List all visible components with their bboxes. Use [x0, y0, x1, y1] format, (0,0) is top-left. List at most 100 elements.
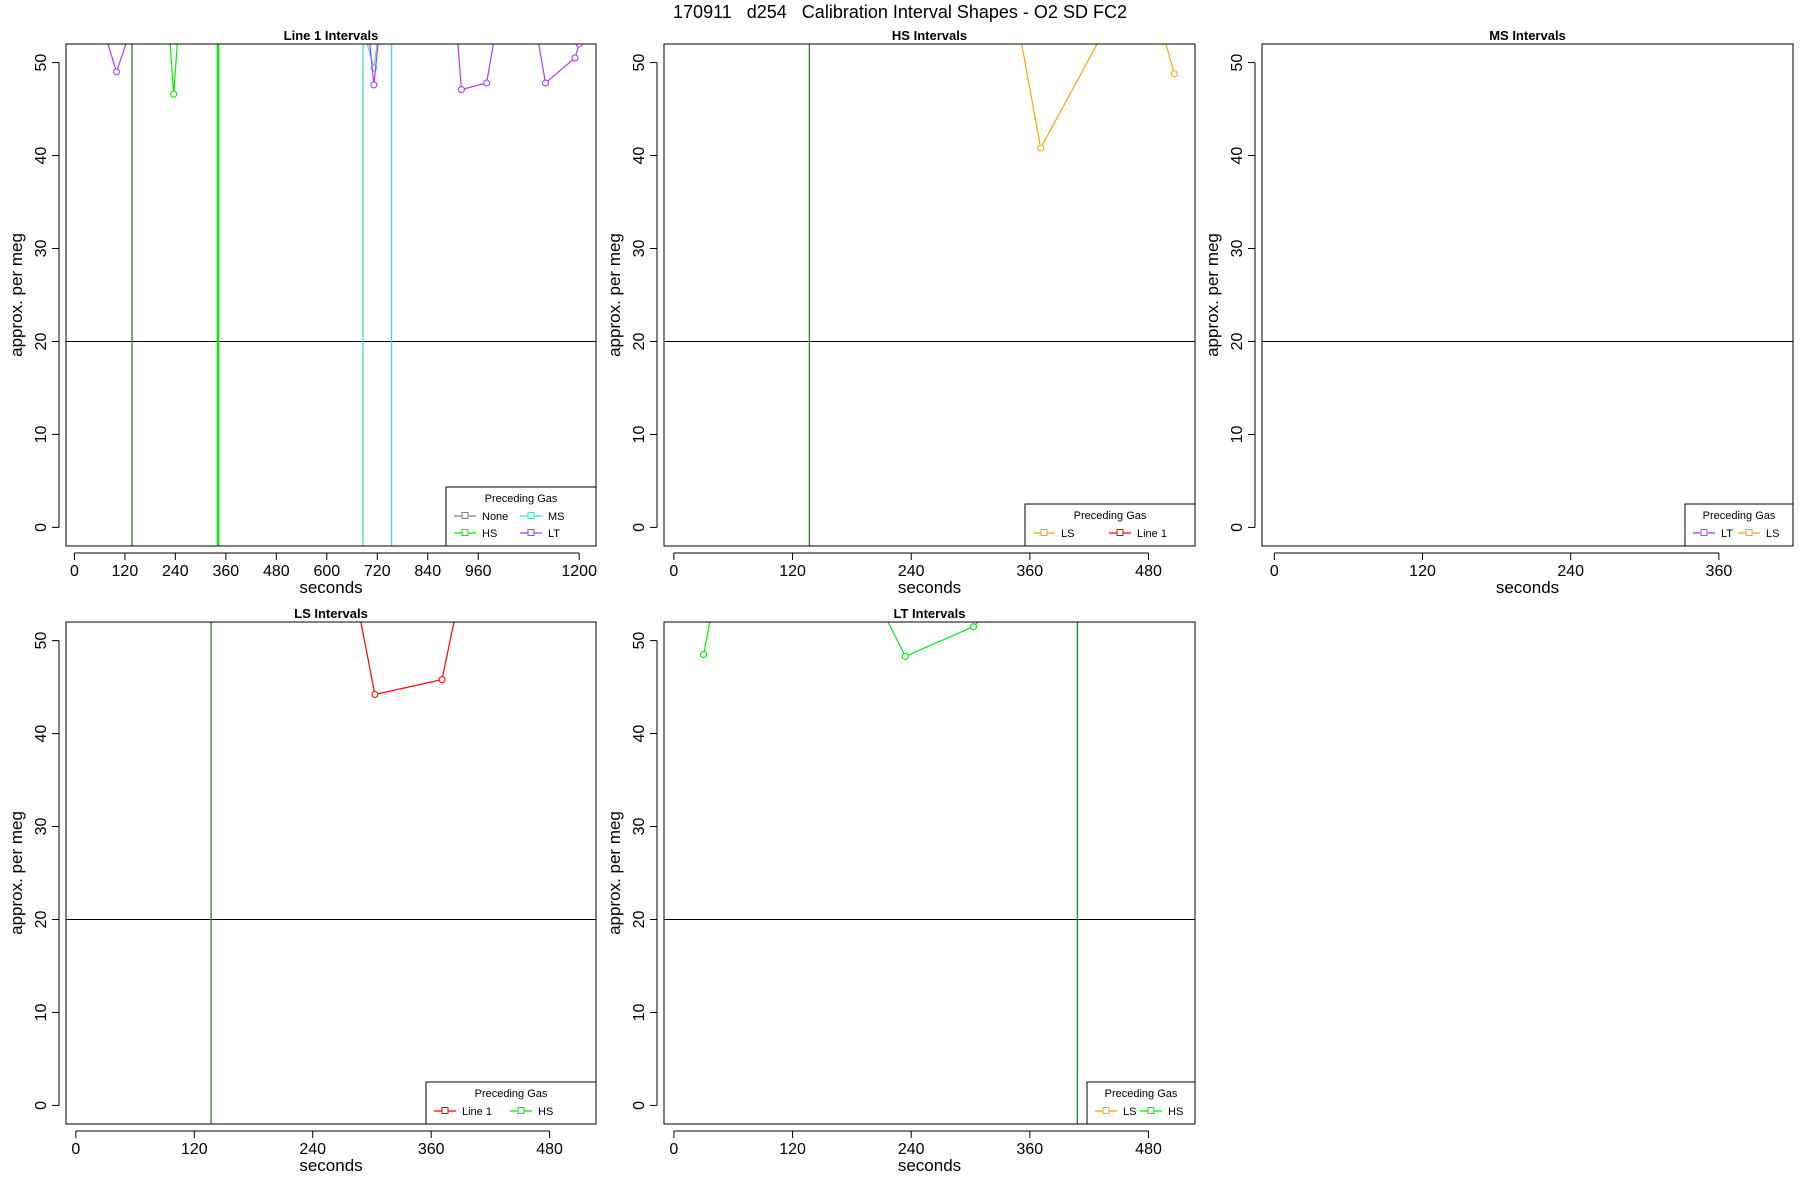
legend-box	[1086, 1081, 1196, 1125]
legend-marker	[461, 512, 469, 519]
data-point	[700, 650, 708, 659]
series-line-hs	[887, 622, 979, 658]
panel-3: MS Intervals 0 120 240 360 seconds 0 10 20 30 40 50…	[1203, 28, 1794, 597]
data-point	[969, 623, 978, 631]
y-tick-label: 30	[631, 818, 648, 836]
x-tick-label: 840	[414, 563, 441, 580]
x-axis-label: seconds	[299, 578, 362, 597]
data-point	[1037, 144, 1045, 152]
data-point	[170, 90, 178, 98]
x-tick-label: 360	[418, 1141, 445, 1158]
legend: Preceding Gas None MS HS LT	[445, 486, 597, 547]
y-axis-label: approx. per meg	[7, 233, 26, 357]
x-tick-label: 480	[536, 1141, 563, 1158]
legend-entry-label: LS	[1061, 528, 1074, 540]
x-tick-label: 0	[70, 563, 79, 580]
y-tick-label: 20	[1229, 332, 1246, 350]
legend-entry-label: HS	[1168, 1106, 1183, 1118]
legend-entry-label: Line 1	[1137, 528, 1167, 540]
y-tick-label: 40	[33, 147, 50, 165]
series-line-line-1	[360, 622, 455, 696]
plot-frame	[65, 621, 597, 1125]
legend-entry-label: LT	[548, 528, 560, 540]
series-line-lt	[457, 44, 494, 91]
y-tick-label: 20	[33, 332, 50, 350]
x-tick-label: 0	[71, 1141, 80, 1158]
x-tick-label: 120	[112, 563, 139, 580]
series-line-lt	[538, 44, 580, 85]
x-tick-label: 480	[1135, 1141, 1162, 1158]
legend-box	[1024, 503, 1196, 547]
legend-marker	[1040, 529, 1048, 536]
y-tick-label: 10	[631, 1003, 648, 1021]
y-tick-label: 0	[631, 1101, 648, 1110]
series-line-hs	[703, 622, 711, 655]
x-axis-label: seconds	[898, 578, 961, 597]
y-tick-label: 10	[33, 425, 50, 443]
legend: Preceding Gas Line 1 HS	[425, 1081, 597, 1125]
plot-area	[66, 622, 596, 1124]
y-axis: 0 10 20 30 40 50	[1229, 54, 1256, 532]
y-axis-label: approx. per meg	[605, 811, 624, 935]
x-tick-label: 0	[669, 563, 678, 580]
y-tick-label: 30	[1229, 240, 1246, 258]
legend-entry-label: None	[482, 511, 508, 523]
y-tick-label: 10	[33, 1003, 50, 1021]
data-point	[901, 652, 909, 660]
x-tick-label: 120	[779, 563, 806, 580]
x-tick-label: 360	[212, 563, 239, 580]
plot-frame	[663, 621, 1196, 1125]
data-point	[571, 54, 579, 62]
y-tick-label: 40	[1229, 147, 1246, 165]
data-point	[483, 79, 491, 87]
legend-box	[425, 1081, 597, 1125]
data-point	[575, 44, 583, 48]
legend-entry-label: Line 1	[462, 1106, 492, 1118]
plot-frame	[65, 43, 597, 547]
panel-5: LT Intervals 0 120 240 360 480 seconds 0 10 20 30 4…	[605, 606, 1196, 1175]
data-point	[541, 79, 550, 87]
legend: Preceding Gas LT LS	[1684, 503, 1794, 547]
legend-title: Preceding Gas	[1105, 1088, 1178, 1100]
legend-marker	[527, 529, 535, 536]
legend-marker	[1700, 529, 1708, 536]
y-tick-label: 30	[33, 240, 50, 258]
legend-marker	[1102, 1107, 1110, 1114]
x-axis: 0 120 240 360 480	[669, 1130, 1162, 1158]
y-axis: 0 10 20 30 40 50	[631, 54, 658, 532]
y-tick-label: 50	[1229, 54, 1246, 72]
x-tick-label: 120	[1409, 563, 1436, 580]
y-axis-label: approx. per meg	[1203, 233, 1222, 357]
plot-area	[664, 44, 1195, 546]
x-tick-label: 240	[898, 1141, 925, 1158]
figure-title: 170911 d254 Calibration Interval Shapes …	[673, 2, 1127, 22]
y-tick-label: 30	[631, 240, 648, 258]
x-tick-label: 120	[181, 1141, 208, 1158]
series-line-ls	[1165, 44, 1175, 74]
y-axis: 0 10 20 30 40 50	[33, 54, 60, 532]
x-tick-label: 360	[1017, 1141, 1044, 1158]
legend-entry-label: MS	[548, 511, 565, 523]
legend-marker	[1147, 1107, 1155, 1114]
legend-entry-label: LS	[1123, 1106, 1136, 1118]
y-tick-label: 0	[631, 523, 648, 532]
y-tick-label: 0	[1229, 523, 1246, 532]
data-point	[438, 676, 446, 684]
x-axis-label: seconds	[299, 1156, 362, 1175]
x-tick-label: 720	[364, 563, 391, 580]
y-tick-label: 30	[33, 818, 50, 836]
data-point	[112, 68, 121, 76]
y-tick-label: 50	[631, 54, 648, 72]
x-axis: 0 120 240 360	[1270, 552, 1732, 580]
y-tick-label: 20	[631, 910, 648, 928]
y-tick-label: 10	[1229, 425, 1246, 443]
legend-marker	[527, 512, 535, 519]
legend-title: Preceding Gas	[485, 493, 558, 505]
x-tick-label: 240	[898, 563, 925, 580]
plot-frame	[663, 43, 1196, 547]
x-tick-label: 0	[1270, 563, 1279, 580]
x-tick-label: 480	[263, 563, 290, 580]
data-point	[1170, 70, 1178, 78]
